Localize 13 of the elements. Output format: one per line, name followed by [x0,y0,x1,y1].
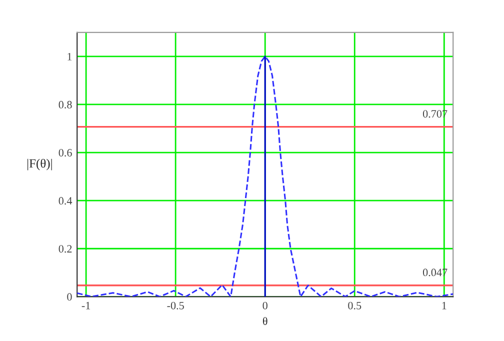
y-tick-label: 0.4 [58,197,72,205]
y-tick-label: 0.6 [58,148,72,157]
x-axis-title: θ [262,317,268,325]
x-tick-label: 0.5 [348,302,362,310]
y-axis-title: |F(θ)| [27,158,52,170]
x-tick-label: 1 [442,302,446,310]
x-tick-label: -0.5 [167,302,184,310]
x-tick-label: 0 [262,302,268,310]
y-tick-label: 0 [67,293,72,301]
y-tick-label: 1 [68,52,72,60]
y-tick-label: 0.8 [58,100,72,108]
y-tick-label: 0.2 [58,245,72,253]
x-tick-label: -1 [82,302,90,310]
